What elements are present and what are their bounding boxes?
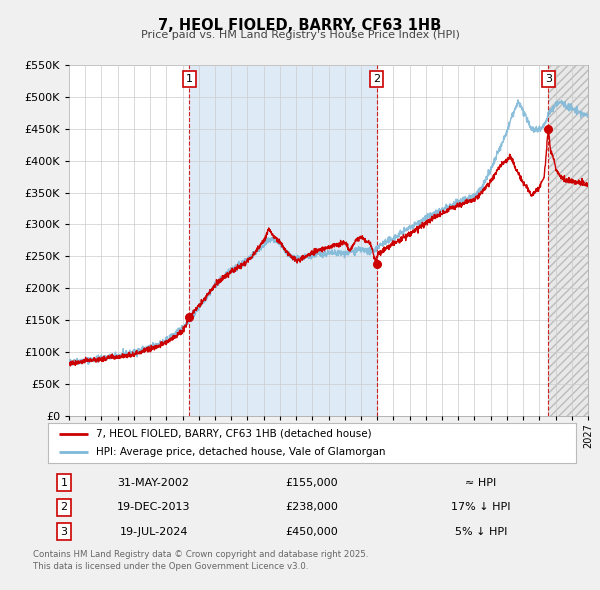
Text: HPI: Average price, detached house, Vale of Glamorgan: HPI: Average price, detached house, Vale… [95,447,385,457]
Text: 1: 1 [186,74,193,84]
Text: 17% ↓ HPI: 17% ↓ HPI [451,503,511,512]
Text: 3: 3 [61,527,67,537]
Text: 7, HEOL FIOLED, BARRY, CF63 1HB (detached house): 7, HEOL FIOLED, BARRY, CF63 1HB (detache… [95,429,371,439]
Text: 3: 3 [545,74,552,84]
Text: £450,000: £450,000 [286,527,338,537]
Text: 19-JUL-2024: 19-JUL-2024 [119,527,188,537]
Text: Price paid vs. HM Land Registry's House Price Index (HPI): Price paid vs. HM Land Registry's House … [140,30,460,40]
Text: £238,000: £238,000 [286,503,338,512]
Text: 19-DEC-2013: 19-DEC-2013 [117,503,190,512]
Text: 2: 2 [60,503,67,512]
Text: 31-MAY-2002: 31-MAY-2002 [118,478,190,488]
Text: ≈ HPI: ≈ HPI [466,478,497,488]
Bar [190,65,377,416]
Text: £155,000: £155,000 [286,478,338,488]
Text: 7, HEOL FIOLED, BARRY, CF63 1HB: 7, HEOL FIOLED, BARRY, CF63 1HB [158,18,442,32]
Text: Contains HM Land Registry data © Crown copyright and database right 2025.
This d: Contains HM Land Registry data © Crown c… [33,550,368,571]
Text: 2: 2 [373,74,380,84]
Bar [548,65,588,416]
Text: 5% ↓ HPI: 5% ↓ HPI [455,527,507,537]
Text: 1: 1 [61,478,67,488]
Bar [548,65,588,416]
